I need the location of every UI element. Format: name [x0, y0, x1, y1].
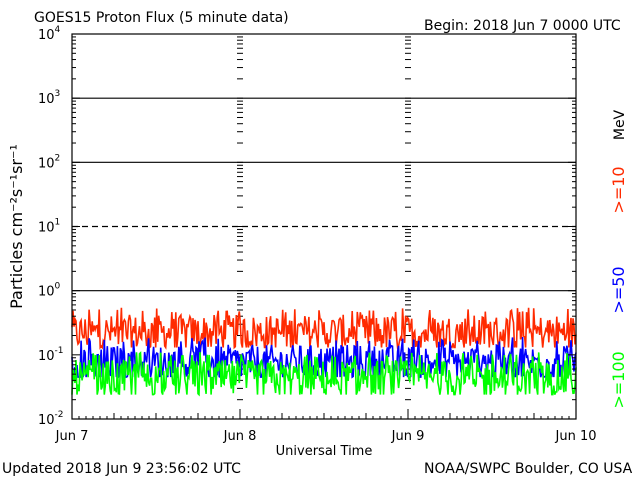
series-line [71, 307, 577, 350]
series-line [71, 351, 577, 397]
updated-time: Updated 2018 Jun 9 23:56:02 UTC [2, 461, 241, 477]
y-axis-title: Particles cm⁻²s⁻¹sr⁻¹ [7, 144, 26, 309]
x-tick-label: Jun 10 [555, 429, 597, 444]
legend-label: >=50 [609, 266, 628, 313]
x-tick-label: Jun 9 [391, 429, 425, 444]
chart-title: GOES15 Proton Flux (5 minute data) [34, 10, 289, 26]
y-tick-label: 10-2 [38, 410, 64, 428]
y-tick-label: 10-1 [38, 346, 64, 364]
y-tick-label: 101 [38, 218, 60, 236]
x-axis-title: Universal Time [276, 444, 373, 459]
credit-text: NOAA/SWPC Boulder, CO USA [424, 461, 633, 477]
y-tick-label: 104 [38, 25, 61, 43]
begin-time: Begin: 2018 Jun 7 0000 UTC [424, 18, 621, 34]
x-tick-label: Jun 8 [223, 429, 257, 444]
y-tick-label: 100 [38, 282, 61, 300]
legend-label: >=10 [609, 166, 628, 213]
legend-label: >=100 [609, 351, 628, 408]
unit-label: MeV [612, 109, 628, 140]
y-tick-label: 103 [38, 89, 60, 107]
x-tick-label: Jun 7 [55, 429, 89, 444]
y-tick-label: 102 [38, 153, 60, 171]
